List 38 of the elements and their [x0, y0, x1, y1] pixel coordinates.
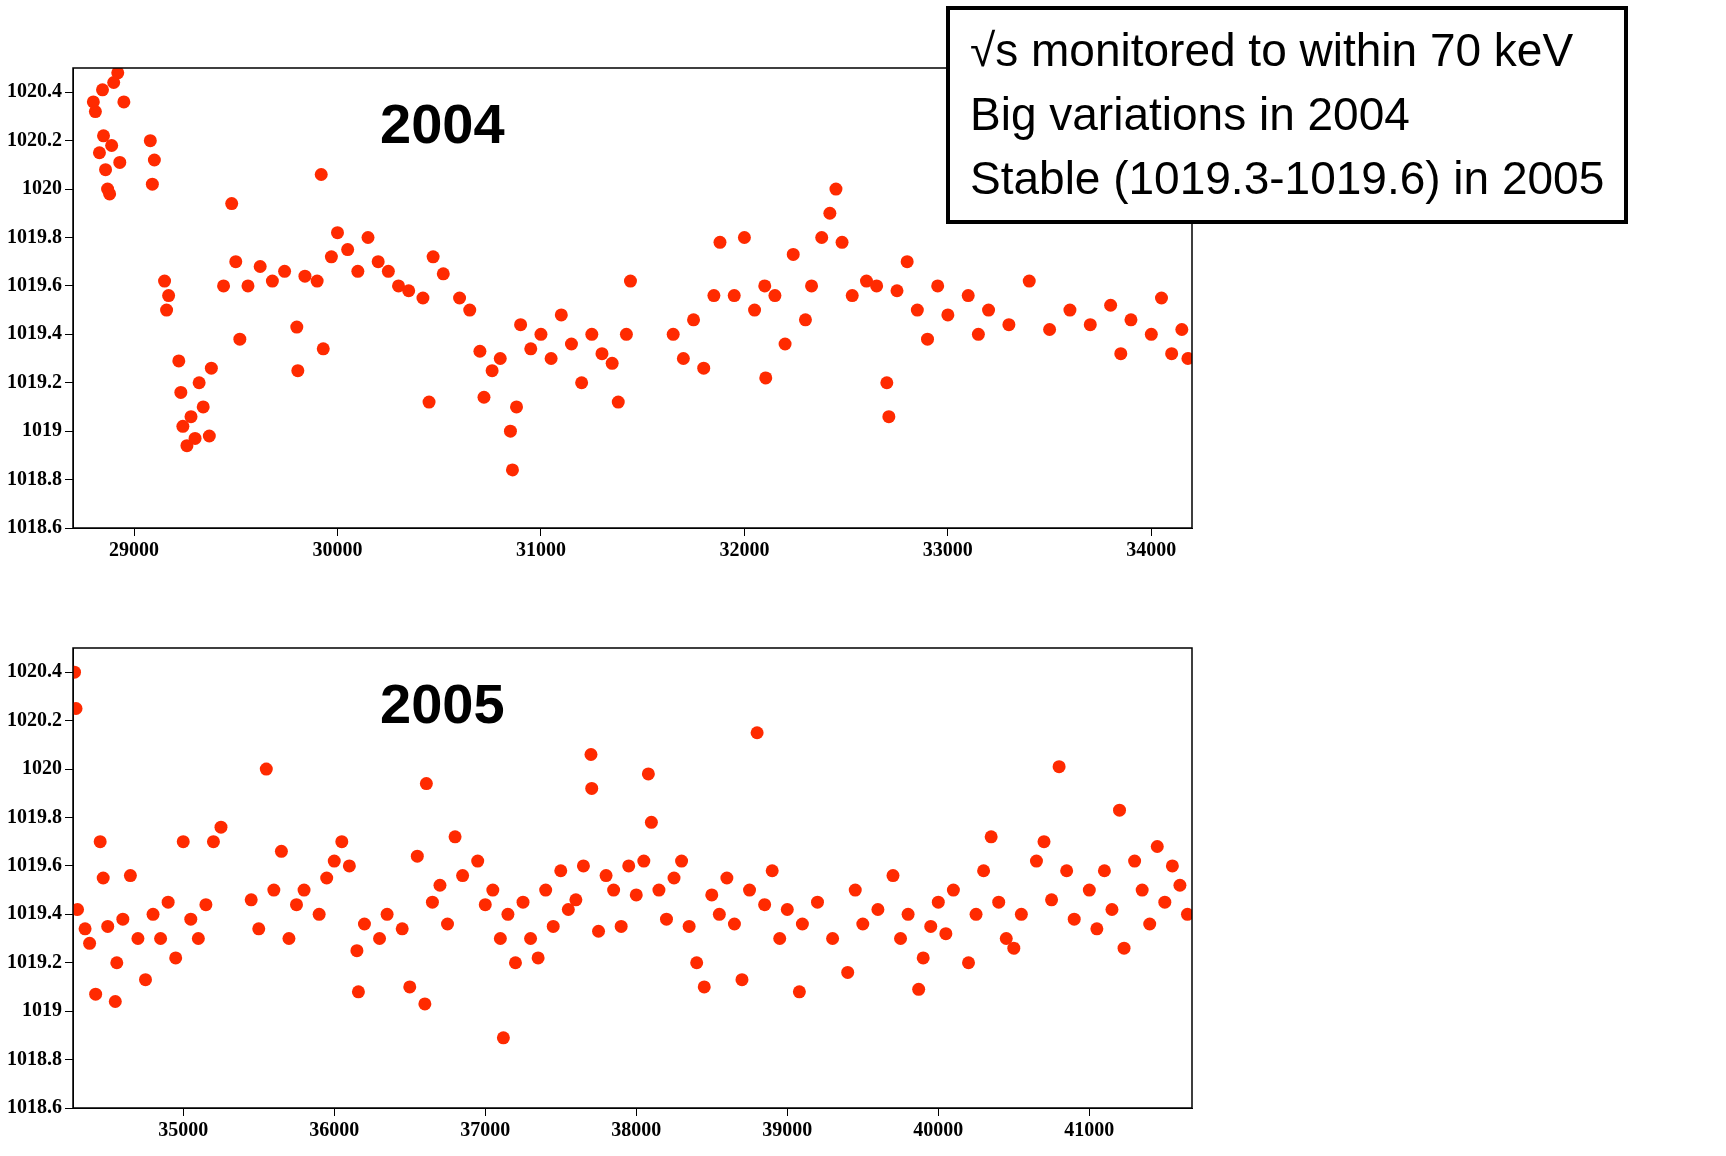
y-tick-label: 1019.4 — [7, 321, 62, 344]
chart-title: 2005 — [379, 672, 505, 736]
x-tick-label: 34000 — [1126, 538, 1177, 561]
y-tick-label: 1020.2 — [7, 127, 62, 150]
x-tick-label: 32000 — [719, 538, 770, 561]
x-tick-label: 31000 — [515, 538, 566, 561]
annotation: √s monitored to within 70 keV — [970, 23, 1575, 78]
y-tick-label: 1018.8 — [7, 466, 62, 489]
y-tick-label: 1018.6 — [7, 1095, 62, 1118]
x-tick-label: 35000 — [158, 1118, 209, 1141]
x-tick-label: 40000 — [913, 1118, 964, 1141]
annotation: Stable (1019.3-1019.6) in 2005 — [970, 151, 1605, 206]
y-tick-label: 1019.8 — [7, 804, 62, 827]
y-tick-label: 1019.2 — [7, 949, 62, 972]
y-tick-label: 1019 — [22, 418, 62, 441]
y-tick-label: 1020 — [22, 176, 62, 199]
x-tick-label: 39000 — [762, 1118, 813, 1141]
y-tick-label: 1019.4 — [7, 901, 62, 924]
x-tick-label: 36000 — [309, 1118, 360, 1141]
y-tick-label: 1018.8 — [7, 1046, 62, 1069]
x-tick-label: 41000 — [1064, 1118, 1115, 1141]
x-tick-label: 37000 — [460, 1118, 511, 1141]
annotation: Big variations in 2004 — [970, 87, 1411, 142]
x-tick-label: 29000 — [109, 538, 160, 561]
y-tick-label: 1020.4 — [7, 79, 62, 102]
x-tick-label: 38000 — [611, 1118, 662, 1141]
y-tick-label: 1019.6 — [7, 273, 62, 296]
y-tick-label: 1019.2 — [7, 369, 62, 392]
y-tick-label: 1019.6 — [7, 853, 62, 876]
y-tick-label: 1020.4 — [7, 659, 62, 682]
x-tick-label: 30000 — [312, 538, 363, 561]
chart-title: 2004 — [379, 92, 505, 156]
y-tick-label: 1020.2 — [7, 707, 62, 730]
y-tick-label: 1020 — [22, 756, 62, 779]
y-tick-label: 1019 — [22, 998, 62, 1021]
y-tick-label: 1018.6 — [7, 515, 62, 538]
x-tick-label: 33000 — [922, 538, 973, 561]
y-tick-label: 1019.8 — [7, 224, 62, 247]
